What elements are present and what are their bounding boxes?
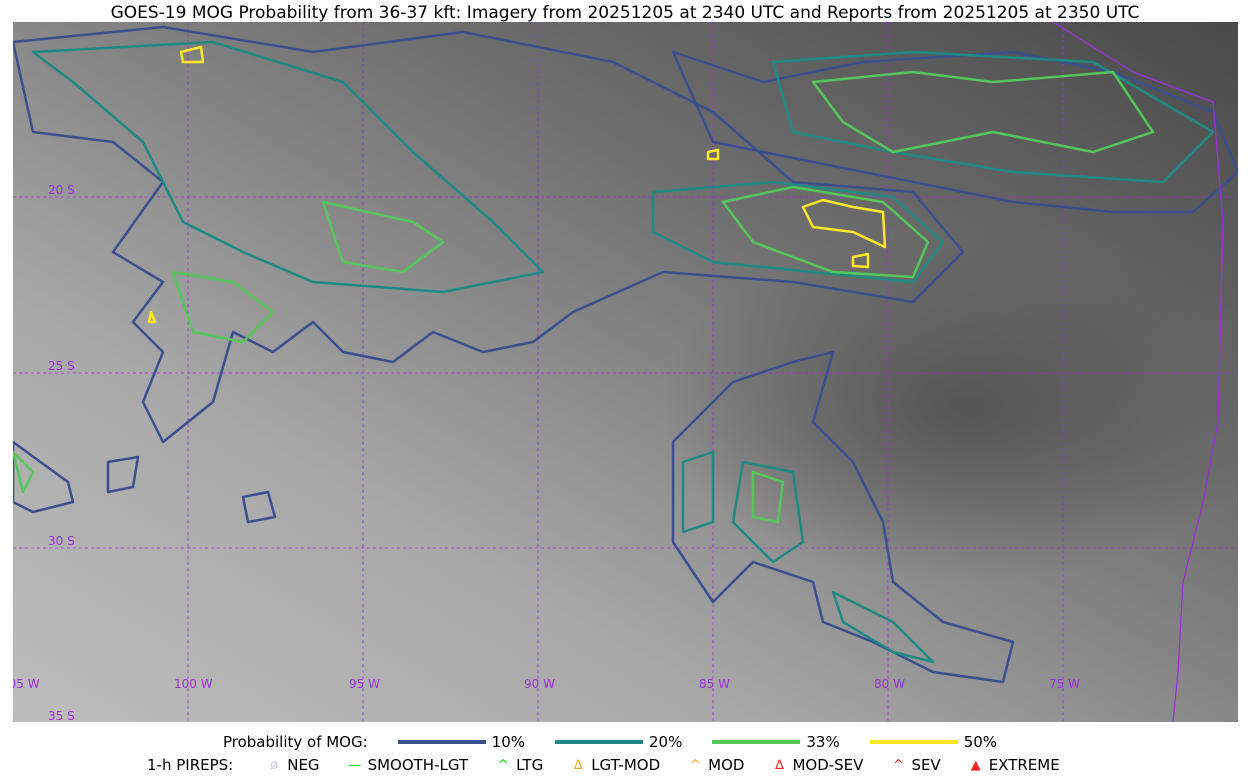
pirep-label: LTG <box>516 756 544 774</box>
double-caret-icon: ^ <box>892 757 904 773</box>
pirep-item-sev: ^ SEV <box>885 756 941 774</box>
caret-icon: ^ <box>689 757 701 773</box>
pirep-legend-title: 1-h PIREPS: <box>147 756 234 774</box>
pirep-label: EXTREME <box>988 756 1060 774</box>
pirep-label: MOD-SEV <box>792 756 864 774</box>
latitude-label: 25 S <box>48 359 75 373</box>
map-canvas <box>13 22 1238 722</box>
longitude-label: 75 W <box>1049 677 1080 691</box>
legend-item-50pct: 50% <box>869 733 998 751</box>
legend-item-20pct: 20% <box>555 733 682 751</box>
legend-swatch <box>712 740 801 744</box>
contour-20pct <box>681 450 935 664</box>
pirep-label: NEG <box>287 756 320 774</box>
legend-label: 50% <box>963 733 998 751</box>
pirep-item-lgt-mod: ∆ LGT-MOD <box>565 756 660 774</box>
longitude-label: 100 W <box>174 677 213 691</box>
satellite-map: 105 W 100 W 95 W 90 W 85 W 80 W 75 W 20 S 25 S 3… <box>13 22 1238 722</box>
legend-label: 33% <box>806 733 840 751</box>
caret-bar-icon: ∆ <box>573 757 583 773</box>
pirep-item-ltg: ^ LTG <box>490 756 544 774</box>
legend-swatch <box>397 740 486 744</box>
pirep-label: LGT-MOD <box>591 756 661 774</box>
legend-item-33pct: 33% <box>712 733 840 751</box>
line-icon: — <box>348 757 362 773</box>
legend-label: 20% <box>649 733 683 751</box>
contour-33pct <box>13 200 785 524</box>
contour-20pct <box>651 50 1215 284</box>
pirep-label: SEV <box>911 756 941 774</box>
contour-20pct <box>31 40 545 294</box>
legend-swatch <box>869 740 958 744</box>
caret-icon: ^ <box>497 757 509 773</box>
imagery-dark-region <box>13 22 1238 722</box>
neg-circle-icon: ø <box>270 757 279 773</box>
pirep-label: MOD <box>708 756 745 774</box>
coastline <box>1052 22 1224 722</box>
probability-legend-title: Probability of MOG: <box>222 733 368 751</box>
legend-label: 10% <box>491 733 526 751</box>
contour-33pct <box>721 70 1155 279</box>
pirep-item-extreme: ▲ EXTREME <box>963 756 1060 774</box>
contour-10pct <box>13 440 277 524</box>
legend-swatch <box>555 740 644 744</box>
pirep-item-mod-sev: ∆ MOD-SEV <box>766 756 863 774</box>
chart-title: GOES-19 MOG Probability from 36-37 kft: … <box>110 3 1140 23</box>
longitude-label: 90 W <box>524 677 555 691</box>
pirep-item-mod: ^ MOD <box>682 756 745 774</box>
longitude-label: 105 W <box>13 677 40 691</box>
double-caret-bar-icon: ∆ <box>775 757 784 773</box>
longitude-label: 80 W <box>874 677 905 691</box>
contour-10pct <box>671 50 1238 214</box>
contour-10pct <box>13 25 965 444</box>
legend-item-10pct: 10% <box>397 733 526 751</box>
probability-legend: Probability of MOG: 10% 20% 33% 50% <box>0 733 1250 751</box>
pirep-label: SMOOTH-LGT <box>367 756 469 774</box>
pirep-legend: 1-h PIREPS: ø NEG — SMOOTH-LGT ^ LTG ∆ LGT-MOD ^… <box>0 756 1250 774</box>
longitude-label: 85 W <box>699 677 730 691</box>
filled-triangle-icon: ▲ <box>970 757 981 773</box>
pirep-item-neg: ø NEG <box>261 756 319 774</box>
contour-50pct <box>147 45 887 324</box>
latitude-label: 35 S <box>48 709 75 722</box>
latitude-label: 30 S <box>48 534 75 548</box>
pirep-item-smooth-lgt: — SMOOTH-LGT <box>342 756 469 774</box>
contour-10pct <box>671 350 1015 684</box>
latitude-label: 20 S <box>48 183 75 197</box>
longitude-label: 95 W <box>349 677 380 691</box>
